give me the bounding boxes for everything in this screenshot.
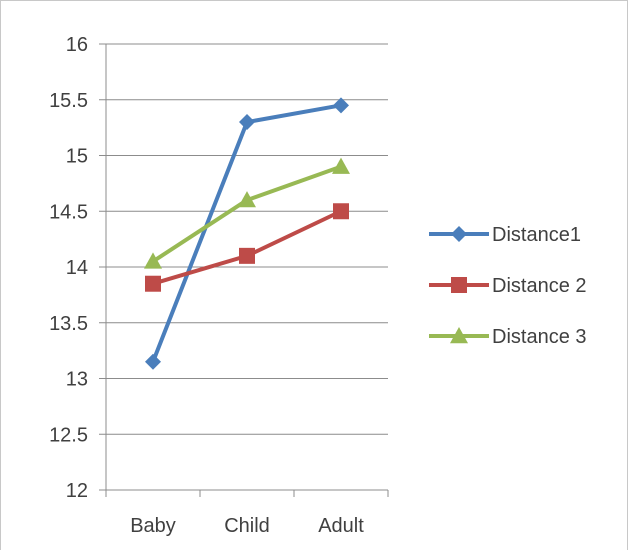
y-tick-label: 15.5: [49, 90, 88, 112]
y-tick-label: 15: [66, 146, 88, 168]
series-1: [145, 97, 349, 370]
data-point: [333, 97, 349, 114]
series-2: [145, 203, 349, 292]
series-group: [144, 97, 350, 370]
legend-marker: [450, 327, 468, 344]
data-point: [239, 247, 255, 264]
x-tick-label: Baby: [130, 515, 176, 537]
x-tick-label: Child: [224, 515, 270, 537]
x-axis: Baby Child Adult: [105, 44, 389, 537]
data-point: [145, 275, 161, 292]
legend-item: Distance 2: [429, 275, 587, 297]
legend-item: Distance 3: [429, 326, 587, 348]
data-point: [238, 191, 256, 208]
legend-marker: [451, 277, 467, 293]
series-3: [144, 157, 350, 269]
series-line: [151, 209, 343, 286]
legend: Distance1 Distance 2 Distance 3: [429, 224, 587, 348]
legend-item: Distance1: [429, 224, 581, 246]
legend-label: Distance1: [492, 224, 581, 246]
y-tick-label: 16: [66, 34, 88, 56]
y-axis-ticks: 12 12.5 13 13.5 14 14.5 15 15.5 16: [49, 34, 88, 502]
legend-marker: [451, 226, 467, 242]
y-tick-label: 13: [66, 369, 88, 391]
data-point: [333, 203, 349, 220]
series-line: [151, 164, 343, 264]
y-tick-label: 12.5: [49, 424, 88, 446]
legend-label: Distance 2: [492, 275, 587, 297]
gridlines: [99, 43, 388, 491]
series-line: [151, 103, 343, 364]
data-point: [145, 353, 161, 370]
y-tick-label: 14.5: [49, 201, 88, 223]
x-tick-label: Adult: [318, 515, 364, 537]
data-point: [332, 157, 350, 174]
y-tick-label: 13.5: [49, 313, 88, 335]
legend-label: Distance 3: [492, 326, 587, 348]
data-point: [239, 114, 255, 131]
y-tick-label: 14: [66, 257, 88, 279]
y-tick-label: 12: [66, 480, 88, 502]
data-point: [144, 252, 162, 269]
